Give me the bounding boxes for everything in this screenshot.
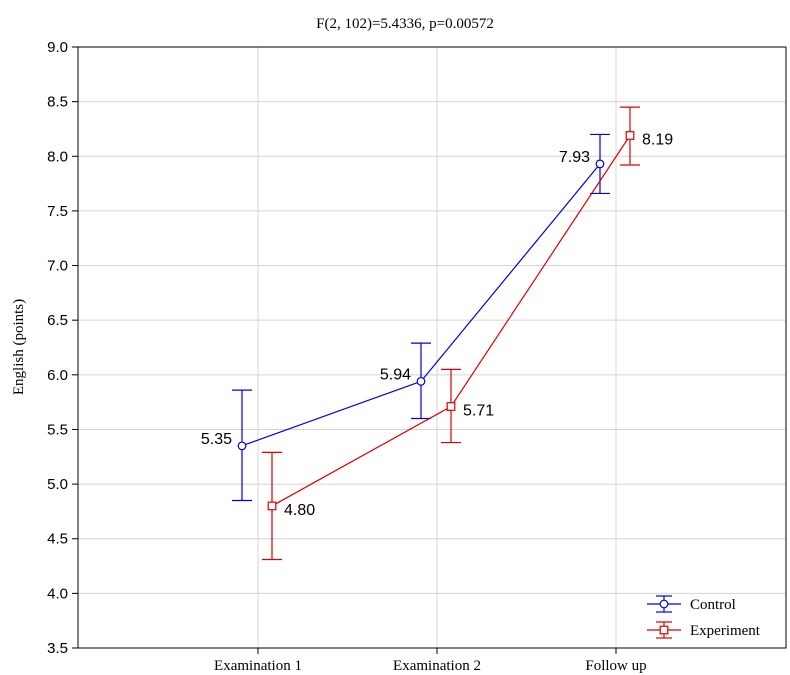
data-point xyxy=(267,501,277,511)
x-tick-label: Examination 1 xyxy=(214,658,302,674)
legend-label: Control xyxy=(690,597,736,613)
legend-item-control: Control xyxy=(647,595,736,613)
y-tick-label: 6.0 xyxy=(47,367,68,384)
data-point xyxy=(237,441,247,451)
data-point xyxy=(625,131,635,140)
data-label: 4.80 xyxy=(284,502,315,519)
y-tick-label: 4.0 xyxy=(47,585,68,602)
y-axis-label: English (points) xyxy=(11,299,27,395)
legend: Control Experiment xyxy=(647,595,761,639)
y-tick-label: 7.0 xyxy=(47,258,68,275)
y-tick-label: 3.5 xyxy=(47,640,68,657)
y-tick-label: 9.0 xyxy=(47,39,68,56)
legend-marker xyxy=(659,625,669,635)
grid xyxy=(78,46,786,649)
data-label: 5.71 xyxy=(463,403,494,420)
data-label: 8.19 xyxy=(642,132,673,149)
plot-frame xyxy=(77,46,787,649)
legend-item-experiment: Experiment xyxy=(647,621,761,639)
y-tick-label: 8.5 xyxy=(47,94,68,111)
legend-marker xyxy=(659,599,669,609)
series-group: 5.35 5.94 7.93 4.80 5.71 8.19 xyxy=(201,106,673,561)
y-tick-label: 6.5 xyxy=(47,312,68,329)
series-line xyxy=(271,135,631,507)
y-tick-label: 5.5 xyxy=(47,421,68,438)
chart-title: F(2, 102)=5.4336, p=0.00572 xyxy=(316,16,494,32)
x-tick-label: Follow up xyxy=(585,658,646,674)
data-point xyxy=(595,159,605,169)
y-tick-label: 8.0 xyxy=(47,148,68,165)
y-tick-label: 5.0 xyxy=(47,476,68,493)
axes: 3.5 4.0 4.5 5.0 5.5 6.0 6.5 7.0 7.5 8.0 8.5 9.0 Exam… xyxy=(47,39,646,674)
data-point xyxy=(446,402,456,411)
data-label: 5.94 xyxy=(380,366,411,383)
data-label: 7.93 xyxy=(559,149,590,166)
series-control: 5.35 5.94 7.93 xyxy=(201,133,610,502)
y-tick-label: 4.5 xyxy=(47,531,68,548)
data-label: 5.35 xyxy=(201,431,232,448)
series-experiment: 4.80 5.71 8.19 xyxy=(262,106,673,561)
y-tick-label: 7.5 xyxy=(47,203,68,220)
x-tick-label: Examination 2 xyxy=(393,658,481,674)
data-point xyxy=(416,376,426,386)
legend-label: Experiment xyxy=(690,623,761,639)
